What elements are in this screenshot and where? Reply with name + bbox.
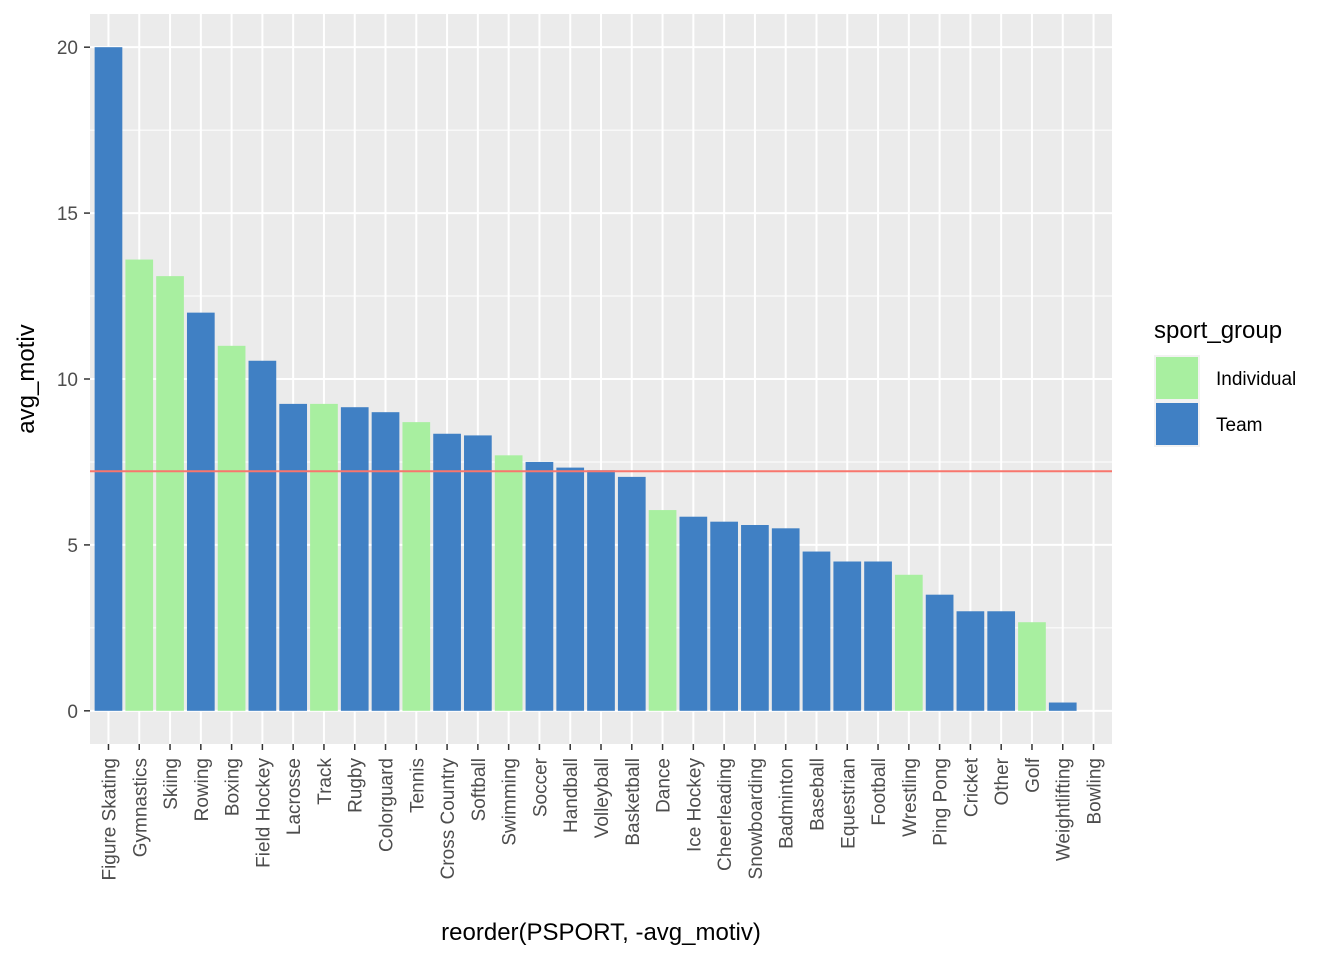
x-tick-label: Bowling — [1085, 758, 1106, 825]
y-tick-label: 10 — [57, 370, 78, 391]
bar-soccer — [525, 461, 554, 711]
bar-other — [987, 611, 1016, 711]
bar-skiing — [156, 276, 184, 711]
bar-golf — [1018, 622, 1046, 711]
y-tick-label: 5 — [67, 536, 78, 557]
bar-softball — [464, 435, 492, 711]
bar-rowing — [186, 312, 215, 711]
x-tick-label: Basketball — [623, 758, 644, 846]
x-tick-label: Baseball — [807, 758, 828, 831]
x-tick-label: Gymnastics — [130, 758, 151, 857]
x-tick-label: Track — [315, 758, 336, 805]
x-tick-label: Softball — [469, 758, 490, 821]
x-tick-label: Snowboarding — [746, 758, 767, 879]
y-tick-label: 0 — [67, 702, 78, 723]
bar-cheerleading — [710, 521, 738, 711]
bar-dance — [648, 510, 677, 711]
bar-baseball — [802, 551, 831, 711]
x-tick-label: Skiing — [161, 758, 182, 810]
bar-figure-skating — [94, 47, 123, 711]
y-axis: 0 5 10 15 20 — [57, 38, 90, 723]
x-tick-label: Dance — [654, 758, 675, 813]
x-axis-title: reorder(PSPORT, -avg_motiv) — [441, 919, 761, 946]
y-axis-title: avg_motiv — [13, 324, 40, 433]
bar-ping-pong — [925, 594, 954, 711]
x-tick-label: Golf — [1023, 757, 1044, 793]
bar-wrestling — [894, 574, 923, 711]
legend-label: Individual — [1216, 369, 1296, 390]
x-tick-label: Badminton — [777, 758, 798, 849]
legend-swatch-individual — [1156, 357, 1198, 399]
x-tick-label: Football — [869, 758, 890, 826]
bar-tennis — [402, 422, 431, 711]
x-tick-label: Rowing — [192, 758, 213, 821]
bar-rugby — [340, 407, 369, 711]
legend: sport_group Individual Team — [1154, 317, 1296, 447]
x-axis: Figure Skating Gymnastics Skiing Rowing Boxi… — [99, 744, 1106, 881]
bar-snowboarding — [741, 525, 769, 711]
x-tick-label: Lacrosse — [284, 758, 305, 835]
x-tick-label: Cross Country — [438, 758, 459, 880]
legend-label: Team — [1216, 415, 1262, 436]
x-tick-label: Boxing — [223, 758, 244, 816]
x-tick-label: Cricket — [961, 757, 982, 817]
x-tick-label: Ping Pong — [931, 758, 952, 846]
legend-title: sport_group — [1154, 317, 1282, 344]
x-tick-label: Swimming — [500, 758, 521, 846]
x-tick-label: Equestrian — [838, 758, 859, 849]
bar-gymnastics — [125, 259, 154, 711]
bar-boxing — [217, 345, 246, 711]
bar-ice-hockey — [679, 516, 708, 711]
bar-badminton — [771, 528, 800, 711]
x-tick-label: Field Hockey — [253, 758, 274, 868]
bar-colorguard — [371, 412, 400, 711]
x-tick-label: Wrestling — [900, 758, 921, 837]
y-tick-label: 15 — [57, 204, 78, 225]
legend-swatch-team — [1156, 403, 1198, 445]
bar-lacrosse — [279, 403, 308, 711]
x-tick-label: Volleyball — [592, 758, 613, 838]
x-tick-label: Ice Hockey — [684, 758, 705, 852]
x-tick-label: Rugby — [346, 758, 367, 813]
bar-basketball — [617, 476, 646, 711]
bar-handball — [556, 467, 585, 711]
x-tick-label: Tennis — [407, 758, 428, 813]
x-tick-label: Colorguard — [377, 758, 398, 852]
x-tick-label: Other — [992, 757, 1013, 805]
x-tick-label: Figure Skating — [99, 758, 120, 881]
x-tick-label: Handball — [561, 758, 582, 833]
x-tick-label: Cheerleading — [715, 758, 736, 871]
bar-track — [310, 403, 338, 711]
y-tick-label: 20 — [57, 38, 78, 59]
x-tick-label: Weightlifting — [1054, 758, 1075, 861]
bar-field-hockey — [248, 360, 277, 711]
bar-cricket — [956, 611, 985, 711]
bar-swimming — [494, 455, 523, 711]
x-tick-label: Soccer — [530, 757, 551, 817]
bar-equestrian — [833, 561, 862, 711]
bar-weightlifting — [1048, 702, 1077, 711]
bar-football — [864, 561, 892, 711]
bars — [94, 47, 1077, 711]
bar-cross-country — [433, 433, 461, 711]
bar-volleyball — [587, 470, 615, 711]
